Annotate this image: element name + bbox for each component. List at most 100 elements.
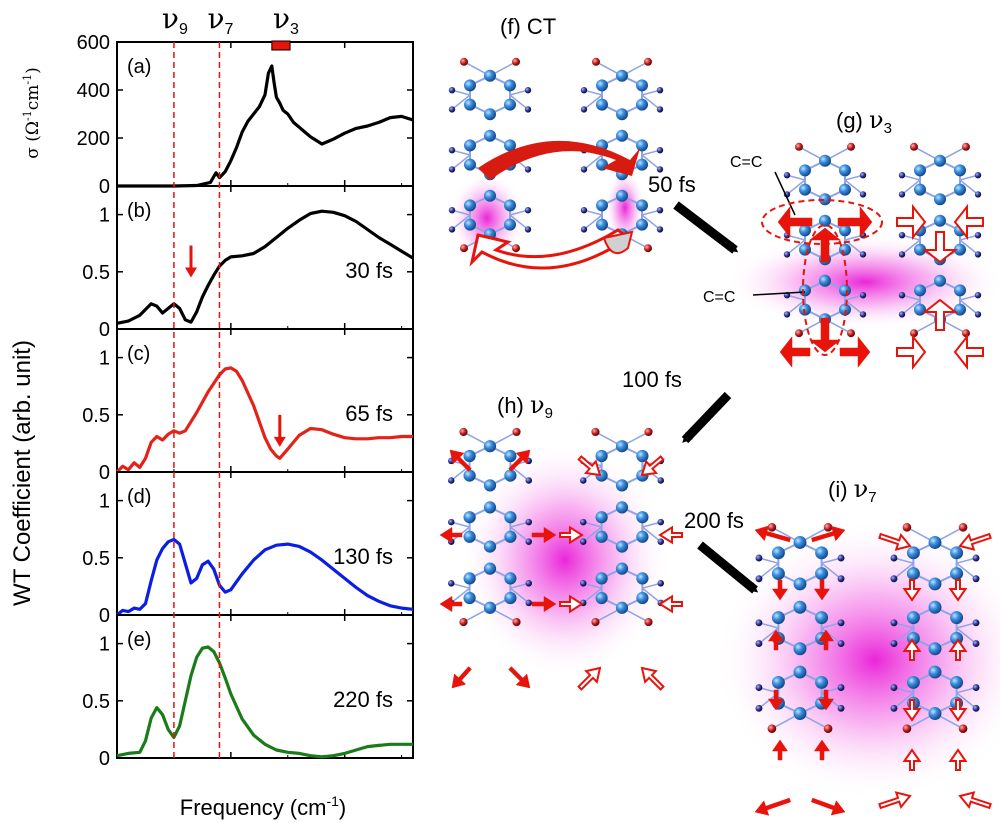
bond-label-2: C=C <box>703 289 735 306</box>
sulfur-atom <box>898 232 906 239</box>
sulfur-atom <box>837 704 845 712</box>
mode-label-ν3: ν3 <box>273 2 299 38</box>
sulfur-atom <box>580 106 588 113</box>
hydrogen-atom <box>902 724 912 733</box>
transition-arrow-2 <box>681 391 732 444</box>
sulfur-atom <box>837 554 845 562</box>
sulfur-atom <box>657 580 665 587</box>
sulfur-atom <box>783 311 791 318</box>
carbon-atom <box>636 199 648 212</box>
hydrogen-atom <box>962 142 970 151</box>
hydrogen-atom <box>823 724 833 733</box>
carbon-atom <box>799 284 811 297</box>
vibration-arrow-solid <box>439 526 463 544</box>
ytick-label: 1 <box>99 634 110 656</box>
carbon-atom <box>906 611 920 625</box>
sulfur-atom <box>972 619 980 627</box>
carbon-atom <box>636 572 649 585</box>
side-bond <box>583 94 603 110</box>
sulfur-atom <box>972 554 980 562</box>
transition-arrow-3 <box>697 541 759 594</box>
carbon-atom <box>928 707 942 721</box>
hydrogen-atom <box>644 57 652 66</box>
vibration-arrow-solid <box>817 689 835 711</box>
carbon-atom <box>793 600 807 614</box>
ytick-label: 200 <box>77 128 110 150</box>
carbon-atom <box>595 591 608 605</box>
carbon-atom <box>914 164 926 177</box>
carbon-atom <box>464 218 476 231</box>
vibration-arrow-hollow <box>658 594 683 614</box>
carbon-atom <box>819 274 831 287</box>
vibration-arrow-solid <box>810 797 846 816</box>
side-bond <box>641 526 662 543</box>
carbon-atom <box>504 511 517 524</box>
sulfur-atom <box>974 191 982 198</box>
hydrogen-atom <box>512 57 520 66</box>
side-bond <box>509 526 530 543</box>
hydrogen-atom <box>459 427 468 437</box>
panel-letter: (c) <box>127 343 150 365</box>
panel-label-h: (h) ν9 <box>497 391 553 422</box>
carbon-atom <box>914 303 926 316</box>
carbon-atom <box>914 243 926 256</box>
vibration-arrow-solid <box>839 336 871 368</box>
sulfur-atom <box>890 684 898 692</box>
carbon-atom <box>615 501 629 514</box>
carbon-atom <box>464 158 476 171</box>
mode-label-ν7: ν7 <box>207 2 233 38</box>
sulfur-atom <box>974 311 982 318</box>
bond-label-1: C=C <box>730 154 762 171</box>
carbon-atom <box>504 218 516 231</box>
sulfur-atom <box>657 477 665 484</box>
time-label: 30 fs <box>345 258 393 283</box>
sulfur-atom <box>783 251 791 258</box>
sulfur-atom <box>525 580 533 587</box>
carbon-atom <box>596 98 608 111</box>
vibration-arrow-hollow <box>948 579 968 602</box>
sulfur-atom <box>657 538 665 545</box>
vibration-arrow-hollow <box>948 638 968 661</box>
sulfur-atom <box>755 704 763 712</box>
hydrogen-atom <box>767 523 777 532</box>
glow-v9 <box>460 442 670 678</box>
vibration-arrow-hollow <box>958 532 992 551</box>
hydrogen-atom <box>958 724 968 733</box>
side-bond <box>821 627 842 645</box>
side-bond <box>450 587 471 604</box>
side-bond <box>893 627 914 645</box>
hydrogen-atom <box>902 523 912 532</box>
sulfur-atom <box>972 575 980 583</box>
carbon-atom <box>484 69 496 82</box>
hydrogen-atom <box>644 617 653 627</box>
sulfur-atom <box>972 684 980 692</box>
side-bond <box>901 239 921 255</box>
sulfur-atom <box>656 87 664 94</box>
vibration-arrow-solid <box>813 739 831 761</box>
hydrogen-atom <box>847 329 855 338</box>
ytick-label: 1 <box>99 491 110 513</box>
hydrogen-atom <box>795 142 803 151</box>
vibration-arrow-solid <box>771 739 789 761</box>
side-bond <box>956 627 977 645</box>
carbon-atom <box>934 154 946 167</box>
bond-highlight-horizontal <box>761 199 883 245</box>
carbon-atom <box>464 98 476 111</box>
bond-pointer-1 <box>774 171 796 216</box>
sulfur-atom <box>656 106 664 113</box>
series-line-optical-conductivity <box>117 64 414 188</box>
sulfur-atom <box>890 704 898 712</box>
carbon-atom <box>793 665 807 679</box>
carbon-atom <box>504 79 516 92</box>
panel-frame <box>116 614 414 759</box>
carbon-atom <box>615 479 629 492</box>
molecular-diagram: 50 fs 100 fs 200 fs (f) CT (g) ν3 (h) ν9… <box>439 14 1000 816</box>
sulfur-atom <box>859 172 867 179</box>
vibration-arrow-hollow <box>902 699 922 722</box>
ytick-label: 0.5 <box>82 691 110 713</box>
ylabel-wt-coefficient: WT Coefficient (arb. unit) <box>9 340 36 606</box>
carbon-atom <box>839 183 851 196</box>
vibration-arrow-hollow <box>559 594 584 614</box>
ytick-label: 0 <box>99 319 110 341</box>
series-line-220-fs <box>116 645 413 759</box>
